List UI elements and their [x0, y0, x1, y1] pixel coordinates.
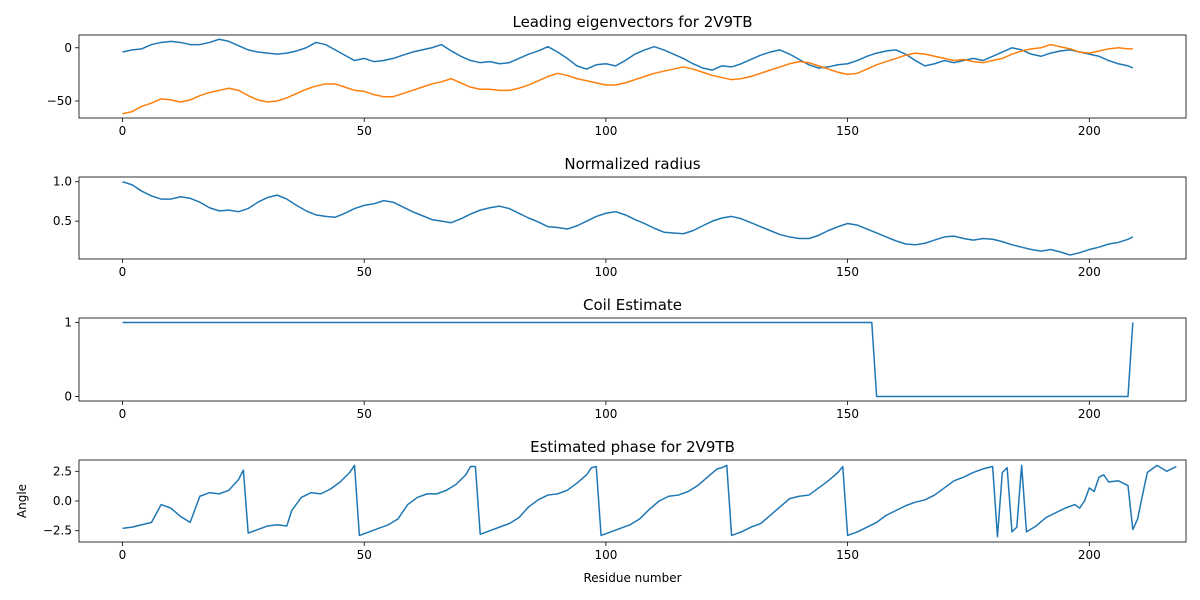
x-tick-label: 100	[594, 265, 617, 279]
y-tick-label: 2.5	[53, 464, 72, 478]
y-axis-label: Angle	[15, 484, 29, 518]
x-tick-label: 50	[357, 124, 372, 138]
series-line-2-1	[122, 181, 1134, 256]
subplot-title: Normalized radius	[564, 155, 700, 173]
x-tick-label: 150	[836, 548, 859, 562]
series-line-1-2	[122, 43, 1133, 115]
x-tick-label: 0	[119, 265, 127, 279]
y-tick-label: 0.5	[53, 214, 72, 228]
x-tick-label: 200	[1078, 124, 1101, 138]
x-tick-label: 200	[1078, 407, 1101, 421]
y-tick-label: 0.0	[53, 494, 72, 508]
x-tick-label: 50	[357, 548, 372, 562]
y-tick-label: 1	[64, 315, 72, 329]
x-tick-label: 150	[836, 124, 859, 138]
x-tick-label: 150	[836, 265, 859, 279]
axes-frame	[78, 34, 1187, 119]
series-line-1-1	[122, 38, 1134, 71]
y-tick-label: 1.0	[53, 175, 72, 189]
x-tick-label: 100	[594, 407, 617, 421]
y-tick-label: 0	[64, 390, 72, 404]
subplot-3: 0 50 100 150 200 1 0 Coil Estimate	[64, 296, 1187, 421]
x-tick-label: 0	[119, 124, 127, 138]
x-tick-label: 0	[119, 407, 127, 421]
x-tick-label: 100	[594, 548, 617, 562]
subplot-4: 0 50 100 150 200 2.5 0.0 −2.5 Estimated phase fo…	[15, 438, 1187, 585]
series-line-3-1	[122, 321, 1134, 398]
y-tick-label: 0	[64, 41, 72, 55]
subplot-title: Leading eigenvectors for 2V9TB	[512, 13, 752, 31]
axes-frame	[78, 317, 1187, 402]
x-tick-label: 200	[1078, 548, 1101, 562]
subplot-title: Coil Estimate	[583, 296, 682, 314]
x-tick-label: 150	[836, 407, 859, 421]
x-tick-label: 50	[357, 407, 372, 421]
y-tick-label: −50	[47, 94, 72, 108]
axes-frame	[78, 176, 1187, 260]
x-axis-label: Residue number	[583, 571, 681, 585]
series-line-4-1	[122, 464, 1177, 538]
x-tick-label: 0	[119, 548, 127, 562]
subplot-2: 0 50 100 150 200 1.0 0.5 Normalized radius	[53, 155, 1187, 279]
y-tick-label: −2.5	[43, 524, 72, 538]
x-tick-label: 200	[1078, 265, 1101, 279]
x-tick-label: 50	[357, 265, 372, 279]
subplot-1: 0 50 100 150 200 0 −50 Leading eigenvectors for…	[47, 13, 1187, 138]
x-tick-label: 100	[594, 124, 617, 138]
subplot-title: Estimated phase for 2V9TB	[530, 438, 735, 456]
